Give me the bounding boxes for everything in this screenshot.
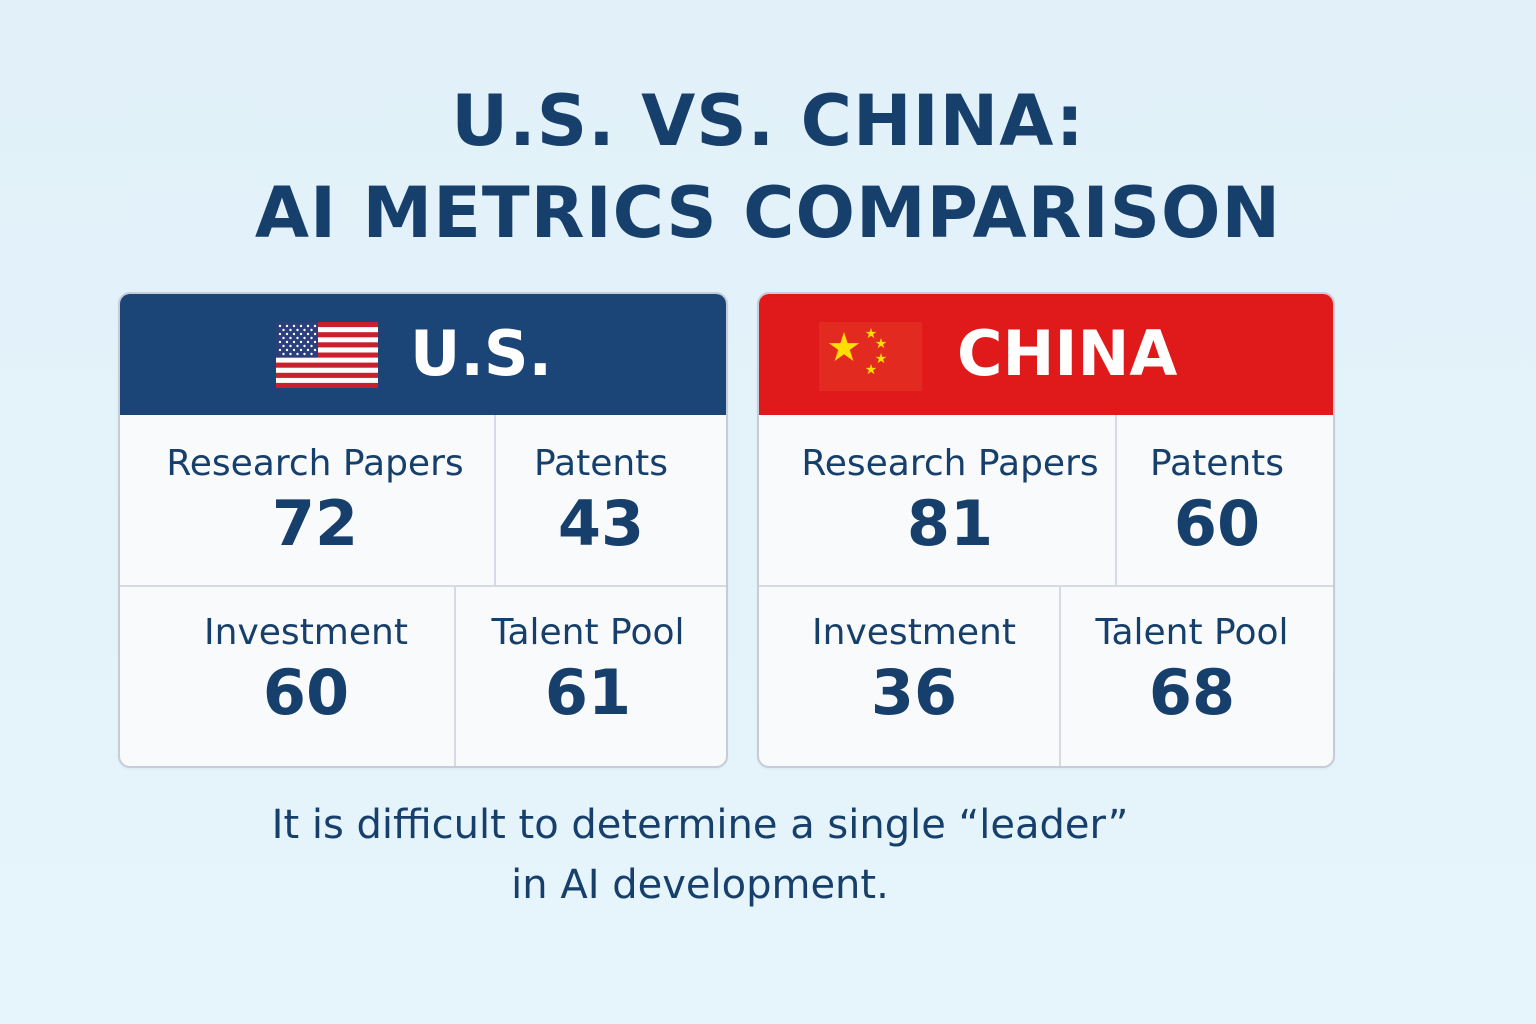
us-patents-value: 43 (557, 487, 645, 560)
china-research-papers-label: Research Papers (801, 443, 1099, 484)
us-country-name: U.S. (410, 317, 553, 390)
us-divider-horizontal (120, 585, 726, 587)
us-patents-label: Patents (533, 443, 669, 484)
china-research-papers-value: 81 (906, 487, 994, 560)
china-talent-pool-cell: Talent Pool 68 (1061, 611, 1323, 731)
china-research-papers-cell: Research Papers 81 (759, 442, 1141, 562)
us-panel: U.S. Research Papers 72 Patents 43 Inves… (118, 292, 728, 768)
china-patents-cell: Patents 60 (1117, 442, 1317, 562)
china-divider-vertical-top (1115, 415, 1117, 585)
china-patents-value: 60 (1173, 487, 1261, 560)
us-panel-header: U.S. (120, 294, 726, 415)
china-flag-icon (819, 322, 922, 391)
china-panel: CHINA Research Papers 81 Patents 60 Inve… (757, 292, 1335, 768)
us-patents-cell: Patents 43 (496, 442, 706, 562)
china-divider-horizontal (759, 585, 1333, 587)
china-patents-label: Patents (1149, 443, 1285, 484)
us-talent-pool-value: 61 (544, 656, 632, 729)
us-talent-pool-label: Talent Pool (491, 612, 685, 653)
footnote-line-1: It is difficult to determine a single “l… (271, 802, 1129, 848)
china-investment-value: 36 (870, 656, 958, 729)
title-line-1: U.S. VS. CHINA: (451, 80, 1085, 162)
us-research-papers-cell: Research Papers 72 (120, 442, 510, 562)
us-research-papers-label: Research Papers (166, 443, 464, 484)
us-flag-icon (276, 322, 378, 388)
footnote-line-2: in AI development. (511, 862, 889, 908)
us-investment-value: 60 (262, 656, 350, 729)
china-divider-vertical-bottom (1059, 587, 1061, 766)
china-country-name: CHINA (957, 317, 1178, 390)
us-investment-cell: Investment 60 (156, 611, 456, 731)
us-talent-pool-cell: Talent Pool 61 (456, 611, 720, 731)
us-divider-vertical-top (494, 415, 496, 585)
china-talent-pool-value: 68 (1148, 656, 1236, 729)
title-line-2: AI METRICS COMPARISON (254, 172, 1282, 254)
china-investment-cell: Investment 36 (779, 611, 1049, 731)
china-panel-header: CHINA (759, 294, 1333, 415)
us-research-papers-value: 72 (271, 487, 359, 560)
us-investment-label: Investment (204, 612, 408, 653)
china-investment-label: Investment (812, 612, 1016, 653)
us-divider-vertical-bottom (454, 587, 456, 766)
china-talent-pool-label: Talent Pool (1095, 612, 1289, 653)
